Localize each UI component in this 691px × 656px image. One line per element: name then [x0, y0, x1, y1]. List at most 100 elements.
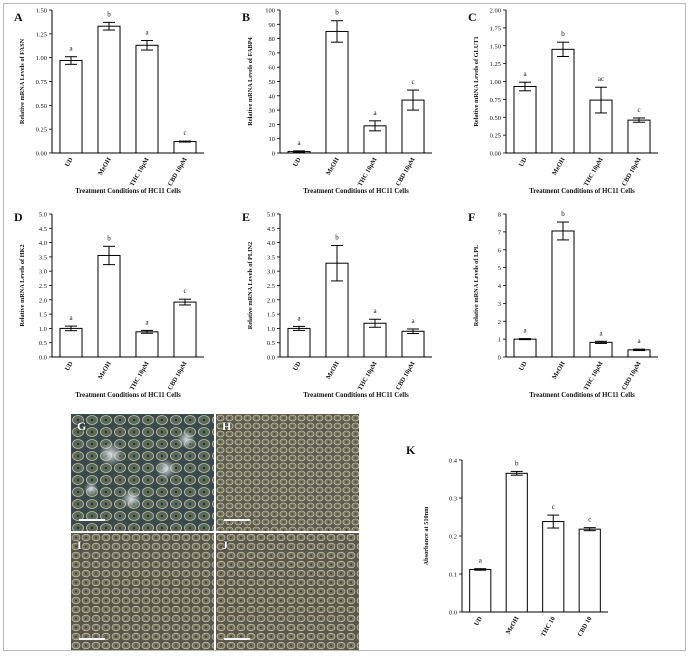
y-tick-label: 80	[269, 36, 276, 43]
y-axis-title: Relative mRNA Levels of HK2	[19, 244, 26, 326]
chart-plin2: 0.0 0.5 1.0 1.5 2.0 2.5 3.0 3.5 4.0 4.5 5.0 a UD b MeO…	[247, 212, 432, 399]
bar	[401, 330, 425, 358]
y-axis-title: Relative mRNA Levels of GLUT1	[473, 36, 480, 126]
x-tick-label: THC 10µM	[357, 361, 379, 392]
x-tick-label: THC 10µM	[129, 361, 151, 392]
bar	[59, 327, 83, 358]
bar	[173, 301, 197, 358]
chart-panel-b: B 0 10 20 30 40 50 60 70 80 90 100 a UD b MeOH a THC 10µ…	[240, 2, 450, 202]
micrograph-i-image	[71, 533, 214, 650]
y-tick-label: 0.75	[490, 97, 501, 104]
y-tick-label: 1.75	[490, 25, 501, 32]
bar	[325, 30, 349, 154]
significance-letter: a	[373, 109, 377, 117]
x-tick-label: CBD 10µM	[167, 157, 189, 188]
y-tick-label: 0.0	[39, 355, 47, 362]
panel-letter-c: C	[468, 10, 477, 24]
chart-panel-d: D 0.0 0.5 1.0 1.5 2.0 2.5 3.0 3.5 4.0 4.5 5.0 a UD b M…	[12, 206, 222, 406]
y-tick-label: 2	[498, 319, 501, 326]
y-tick-label: 6	[498, 247, 502, 254]
x-tick-label: MeOH	[551, 361, 567, 381]
significance-letter: c	[411, 78, 414, 86]
significance-letter: c	[183, 287, 186, 295]
chart-fasn: 0.00 0.25 0.50 0.75 1.00 1.25 1.50 a UD b MeOH a THC…	[19, 8, 204, 195]
x-tick-label: MeOH	[97, 157, 113, 177]
bar	[551, 230, 575, 358]
significance-letter: b	[515, 459, 519, 467]
y-tick-label: 0.00	[36, 151, 47, 158]
significance-letter: a	[145, 29, 149, 37]
y-tick-label: 3	[498, 301, 501, 308]
bar	[97, 25, 121, 154]
x-tick-label: MeOH	[551, 157, 567, 177]
chart-lpl: 0 1 2 3 4 5 6 7 8 a UD b MeOH a THC 10µM a CBD 10µMTreat…	[473, 210, 658, 399]
y-axis-title: Absorbance at 510nm	[423, 506, 430, 566]
y-tick-label: 5.0	[267, 212, 275, 219]
significance-letter: a	[373, 307, 377, 315]
bar	[363, 322, 387, 358]
x-axis-title: Treatment Conditions of HC11 Cells	[529, 392, 635, 399]
chart-fabp4: 0 10 20 30 40 50 60 70 80 90 100 a UD b MeOH a THC 10µM c…	[247, 8, 432, 195]
significance-letter: a	[599, 329, 603, 337]
scale-bar	[79, 638, 105, 640]
y-tick-label: 1	[498, 337, 501, 344]
micrograph-g: G	[71, 414, 214, 531]
y-tick-label: 1.0	[39, 326, 47, 333]
bar	[589, 341, 613, 358]
y-tick-label: 1.50	[490, 43, 501, 50]
y-axis-title: Relative mRNA Levels of LPL	[473, 245, 480, 327]
x-tick-label: UD	[292, 360, 303, 372]
significance-letter: b	[335, 233, 339, 241]
y-tick-label: 3.5	[267, 254, 275, 261]
significance-letter: c	[183, 129, 186, 137]
y-tick-label: 0.3	[449, 496, 457, 503]
bar	[59, 60, 83, 154]
y-tick-label: 2.0	[39, 297, 47, 304]
y-tick-label: 1.25	[36, 31, 47, 38]
significance-letter: b	[107, 234, 111, 242]
chart-panel-e: E 0.0 0.5 1.0 1.5 2.0 2.5 3.0 3.5 4.0 4.5 5.0 a UD b M…	[240, 206, 450, 406]
significance-letter: b	[335, 9, 339, 17]
micrograph-h-image	[216, 414, 359, 531]
panel-letter-f: F	[468, 210, 476, 224]
micrograph-label-i: I	[77, 538, 82, 552]
x-tick-label: CBD 10µM	[621, 157, 643, 188]
x-tick-label: THC 10µM	[583, 361, 605, 392]
bar	[513, 86, 537, 154]
micrograph-j-image	[216, 533, 359, 650]
significance-letter: a	[637, 337, 641, 345]
x-tick-label: MeOH	[325, 361, 341, 381]
micrograph-i: I	[71, 533, 214, 650]
x-tick-label: UD	[518, 156, 529, 168]
significance-letter: a	[69, 314, 73, 322]
y-tick-label: 3.0	[39, 269, 47, 276]
bar	[505, 472, 528, 613]
y-tick-label: 0.5	[39, 340, 47, 347]
y-tick-label: 2.5	[267, 283, 275, 290]
y-tick-label: 0.0	[449, 610, 457, 617]
significance-letter: a	[523, 70, 527, 78]
y-tick-label: 0.25	[36, 127, 47, 134]
chart-panel-c: C 0.00 0.25 0.50 0.75 1.00 1.25 1.50 1.75 2.00 a U…	[466, 2, 676, 202]
significance-letter: a	[145, 318, 149, 326]
significance-letter: b	[107, 10, 111, 18]
y-tick-label: 1.5	[39, 312, 47, 319]
y-tick-label: 1.25	[490, 61, 501, 68]
bar	[469, 568, 492, 613]
significance-letter: b	[561, 210, 565, 218]
x-tick-label: THC 10µM	[129, 157, 151, 188]
y-tick-label: 4.0	[267, 240, 275, 247]
micrograph-h: H	[216, 414, 359, 531]
y-axis-title: Relative mRNA Levels of FASN	[19, 38, 26, 124]
micrograph-g-image	[71, 414, 214, 531]
bar	[627, 119, 651, 154]
y-tick-label: 1.00	[36, 55, 47, 62]
x-tick-label: MeOH	[325, 157, 341, 177]
chart-hk2: 0.0 0.5 1.0 1.5 2.0 2.5 3.0 3.5 4.0 4.5 5.0 a UD b MeO…	[19, 212, 204, 399]
y-tick-label: 1.5	[267, 312, 275, 319]
y-tick-label: 100	[265, 8, 275, 15]
bar	[173, 141, 197, 154]
panel-letter-d: D	[14, 210, 23, 224]
y-tick-label: 8	[498, 212, 501, 219]
